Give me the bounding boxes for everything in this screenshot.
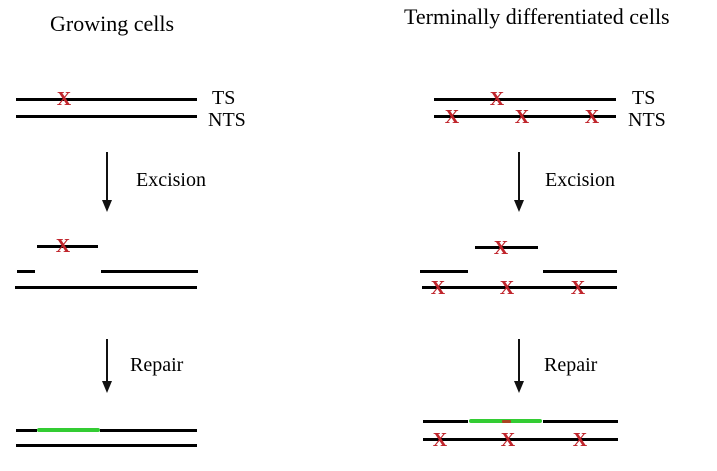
ts-strand-left-stub-line [17,270,35,273]
down-arrow-icon [518,152,520,200]
ts-strand-left-line [16,429,37,432]
lesion-x-icon: X [56,88,72,110]
down-arrow-icon [106,152,108,200]
lesion-x-icon: X [432,429,448,451]
ts-label: TS [212,87,236,109]
lesion-x-icon: X [572,429,588,451]
ts-strand-line [16,98,197,101]
repair-label: Repair [544,354,598,376]
panel-title-growing-cells: Growing cells [50,11,175,36]
nts-label: NTS [628,109,666,131]
excision-label: Excision [136,169,206,191]
repair-label: Repair [130,354,184,376]
nts-strand-line [15,286,197,289]
nts-strand-line [16,444,197,447]
lesion-x-icon: X [500,429,516,451]
lesion-x-icon: X [584,106,600,128]
excised-fragment-line [475,246,538,249]
ts-strand-left-segment-line [420,270,468,273]
lesion-x-icon: X [499,277,515,299]
lesion-x-icon: X [444,106,460,128]
nts-strand-line [16,115,197,118]
ts-strand-right-line [100,429,197,432]
ts-strand-left-line [423,420,468,423]
ts-strand-right-line [543,420,618,423]
repair-patch-line [37,428,100,432]
ts-label: TS [632,87,656,109]
lesion-x-icon: X [493,237,509,259]
nts-strand-line [422,286,617,289]
lesion-x-icon: X [55,235,71,257]
lesion-x-icon: X [514,106,530,128]
nts-strand-line [423,438,618,441]
lesion-x-icon: X [430,277,446,299]
lesion-x-icon: X [489,88,505,110]
ts-strand-line [434,98,616,101]
down-arrow-icon [518,339,520,381]
ts-strand-right-segment-line [101,270,198,273]
excision-label: Excision [545,169,615,191]
ts-strand-right-segment-line [543,270,617,273]
down-arrow-icon [106,339,108,381]
nts-label: NTS [208,109,246,131]
nts-strand-line [434,115,616,118]
lesion-x-icon: X [570,277,586,299]
mutation-dot [502,420,511,423]
panel-title-terminally-differentiated-cells: Terminally differentiated cells [404,4,670,29]
excised-fragment-line [37,245,98,248]
